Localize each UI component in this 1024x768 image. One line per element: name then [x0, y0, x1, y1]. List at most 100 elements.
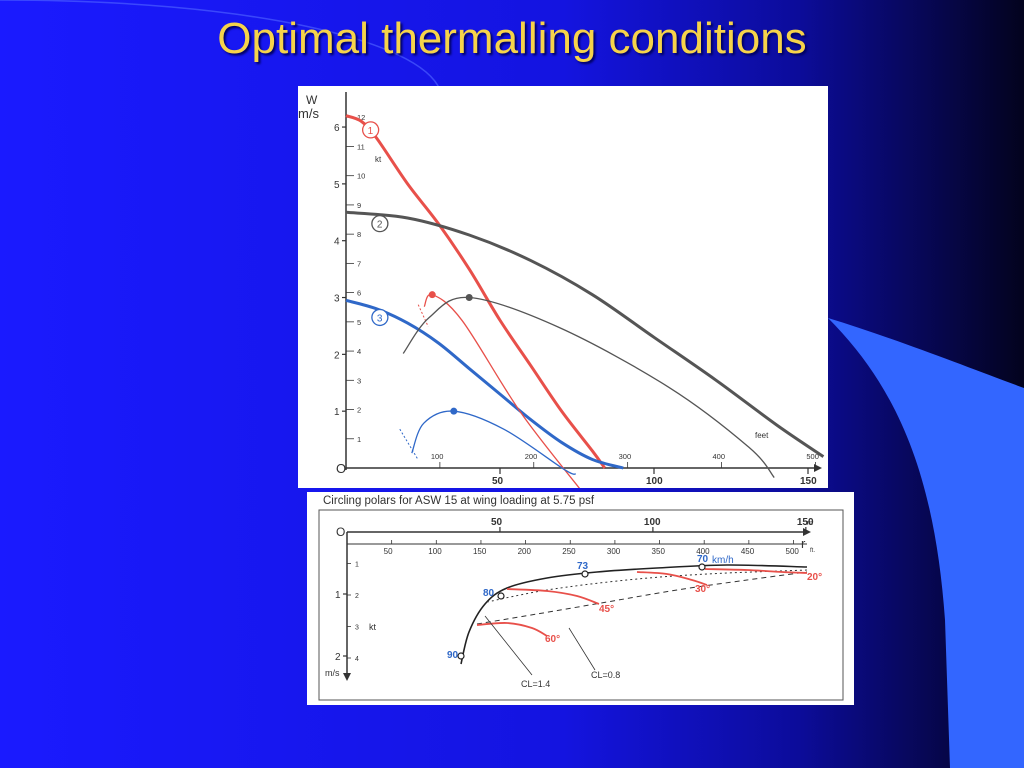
- chart2-m-tick-label: 100: [644, 517, 661, 528]
- chart1-kt-unit: kt: [375, 155, 382, 164]
- chart1-kt-tick-label: 11: [357, 142, 365, 151]
- chart2-m-tick-label: 50: [491, 517, 503, 528]
- chart2-bank-label: 45°: [599, 604, 614, 615]
- chart1-kt-tick-label: 1: [357, 435, 361, 444]
- chart2-speed-label: 70: [697, 554, 709, 565]
- chart2-bank-label: 20°: [807, 572, 822, 583]
- chart1-m-tick-label: 50: [492, 476, 504, 487]
- slide-title: Optimal thermalling conditions: [217, 14, 807, 63]
- chart2-bank-label: 60°: [545, 634, 560, 645]
- chart1-axes: [345, 92, 822, 472]
- chart2-m-unit: m: [807, 520, 813, 527]
- chart1-y-tick-label: 1: [334, 407, 340, 418]
- chart1-series-badge: [371, 308, 389, 327]
- chart1-ft-tick-label: 200: [525, 452, 538, 461]
- chart2-kt-tick-label: 4: [355, 656, 359, 663]
- chart2-speed-label: 80: [483, 588, 495, 599]
- chart1-kt-tick-label: 3: [357, 376, 361, 385]
- chart2-speed-label: 90: [447, 650, 459, 661]
- chart1-y-tick-label: 4: [334, 237, 340, 248]
- chart1-y-unit: m/s: [298, 106, 319, 121]
- chart2-speed-marker: [457, 652, 465, 660]
- chart2-kt-unit: kt: [369, 622, 377, 632]
- chart2-ft-tick-label: 150: [473, 547, 487, 556]
- chart2-kt-tick-label: 3: [355, 625, 359, 632]
- chart1-series-badge-label: 1: [368, 126, 374, 137]
- chart1-m-tick-label: 150: [800, 476, 817, 487]
- chart1-kt-tick-label: 12: [357, 113, 365, 122]
- chart1-kt-tick-label: 4: [357, 347, 361, 356]
- climb-rate-chart: 1 2 3 4 5 6 1 2 3 4 5 6 7 8 9 10 11 12 100 200 300 400 500 50 1…: [298, 86, 828, 536]
- chart2-bank-curve: [476, 622, 548, 637]
- chart1-kt-tick-label: 6: [357, 289, 361, 298]
- chart2-speed-label: 73: [577, 561, 589, 572]
- chart1-ft-tick-label: 100: [431, 452, 444, 461]
- chart2-ft-unit: ft.: [810, 548, 815, 554]
- accent-swoosh: [828, 318, 1024, 768]
- chart1-series-line: [345, 114, 606, 469]
- chart1-kt-tick-label: 5: [357, 318, 361, 327]
- chart2-bank-label: 30°: [695, 584, 710, 595]
- chart1-m-tick-label: 100: [646, 476, 663, 487]
- chart1-kt-tick-label: 8: [357, 230, 361, 239]
- chart2-y-unit: m/s: [325, 668, 340, 678]
- chart2-ft-tick-label: 50: [384, 547, 393, 556]
- chart1-series-badge-label: 2: [377, 220, 383, 231]
- chart1-circling-curve: [411, 410, 577, 475]
- chart2-x-symbol: r: [801, 536, 806, 551]
- chart2-cl-pointer: [568, 627, 596, 671]
- chart2-cl14-curve: [476, 571, 808, 625]
- chart1-kt-tick-label: 9: [357, 201, 361, 210]
- chart1-ft-tick-label: 300: [619, 452, 632, 461]
- chart1-circling-curve: [423, 293, 613, 536]
- chart1-kt-tick-label: 10: [357, 172, 365, 181]
- chart1-circling-curve: [402, 296, 775, 478]
- chart1-series-line: [345, 298, 624, 470]
- chart1-apex-point: [450, 407, 458, 415]
- chart2-ft-tick-label: 450: [741, 547, 755, 556]
- chart2-title: Circling polars for ASW 15 at wing loadi…: [323, 495, 595, 507]
- chart1-ft-tick-label: 400: [713, 452, 726, 461]
- chart2-cl-label: CL=1.4: [521, 679, 550, 689]
- chart1-dash-line: [417, 304, 429, 327]
- chart2-speed-unit: km/h: [712, 555, 734, 566]
- chart2-y-tick-label: 1: [335, 590, 341, 601]
- chart2-ft-tick-label: 400: [696, 547, 710, 556]
- chart1-y-label-top: W: [306, 93, 318, 107]
- chart2-bank-curve: [636, 571, 708, 586]
- chart1-series-badge: [361, 121, 380, 139]
- chart2-ft-tick-label: 350: [652, 547, 666, 556]
- chart2-ft-tick-label: 250: [562, 547, 576, 556]
- chart2-kt-tick-label: 2: [355, 593, 359, 600]
- chart1-dash-line: [399, 428, 419, 460]
- chart2-speed-marker: [698, 563, 706, 571]
- chart1-apex-point: [465, 294, 473, 302]
- chart2-speed-marker: [497, 592, 505, 600]
- chart2-ft-tick-label: 500: [786, 547, 800, 556]
- chart2-envelope-curve: [460, 564, 808, 665]
- chart1-apex-point: [428, 291, 436, 299]
- chart1-origin: O: [336, 461, 346, 476]
- chart1-series-badge: [371, 215, 389, 233]
- chart1-kt-tick-label: 2: [357, 406, 361, 415]
- chart1-ft-tick-label: 500: [806, 452, 819, 461]
- chart2-cl-pointer: [484, 615, 533, 676]
- chart2-ft-tick-label: 300: [607, 547, 621, 556]
- chart2-kt-tick-label: 1: [355, 562, 359, 569]
- chart1-kt-tick-label: 7: [357, 259, 361, 268]
- chart2-y-tick-label: 2: [335, 652, 341, 663]
- chart2-ft-tick-label: 100: [428, 547, 442, 556]
- chart2-bank-curve: [704, 568, 808, 574]
- chart1-y-tick-label: 6: [334, 123, 340, 134]
- circling-polars-chart: Circling polars for ASW 15 at wing loadi…: [307, 492, 854, 705]
- chart2-cl08-curve: [486, 569, 808, 603]
- chart2-m-tick-label: 150: [797, 517, 814, 528]
- chart2-ft-tick-label: 200: [518, 547, 532, 556]
- chart2-speed-marker: [581, 570, 589, 578]
- chart2-axes: [343, 528, 811, 681]
- chart1-feet-unit: feet: [755, 431, 769, 440]
- chart1-series-badge-label: 3: [377, 313, 383, 324]
- chart1-series-line: [345, 210, 825, 458]
- chart1-y-tick-label: 5: [334, 180, 340, 191]
